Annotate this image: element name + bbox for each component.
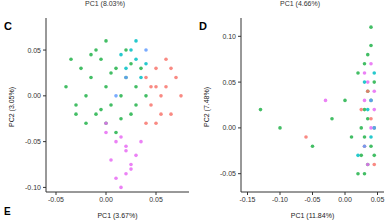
svg-text:0.10: 0.10 [222, 33, 236, 40]
html-text:PC1 (4.66%): PC1 (4.66%) [280, 0, 321, 7]
svg-text:0.00: 0.00 [99, 196, 113, 203]
svg-text:0.05: 0.05 [149, 196, 163, 203]
svg-text:-0.05: -0.05 [48, 196, 64, 203]
svg-text:-0.15: -0.15 [240, 196, 256, 203]
svg-text:0.00: 0.00 [27, 92, 41, 99]
svg-text:PC1 (11.84%): PC1 (11.84%) [291, 212, 334, 220]
svg-text:0.05: 0.05 [371, 196, 382, 203]
svg-text:0.05: 0.05 [222, 79, 236, 86]
svg-text:0.00: 0.00 [338, 196, 352, 203]
html-text:PC1 (8.03%): PC1 (8.03%) [85, 0, 126, 7]
svg-text:0.05: 0.05 [27, 47, 41, 54]
svg-text:-0.05: -0.05 [220, 170, 236, 177]
svg-text:-0.10: -0.10 [25, 184, 41, 191]
html-text:E: E [4, 206, 11, 217]
svg-text:-0.10: -0.10 [272, 196, 288, 203]
svg-text:PC2 (7.48%): PC2 (7.48%) [203, 87, 211, 127]
svg-text:-0.05: -0.05 [305, 196, 321, 203]
svg-text:PC1 (3.67%): PC1 (3.67%) [97, 212, 137, 220]
svg-text:-0.05: -0.05 [25, 138, 41, 145]
html-text:D: D [199, 20, 207, 32]
svg-text:PC2 (3.05%): PC2 (3.05%) [8, 87, 16, 127]
html-text:C: C [4, 20, 12, 32]
svg-text:0.00: 0.00 [222, 124, 236, 131]
